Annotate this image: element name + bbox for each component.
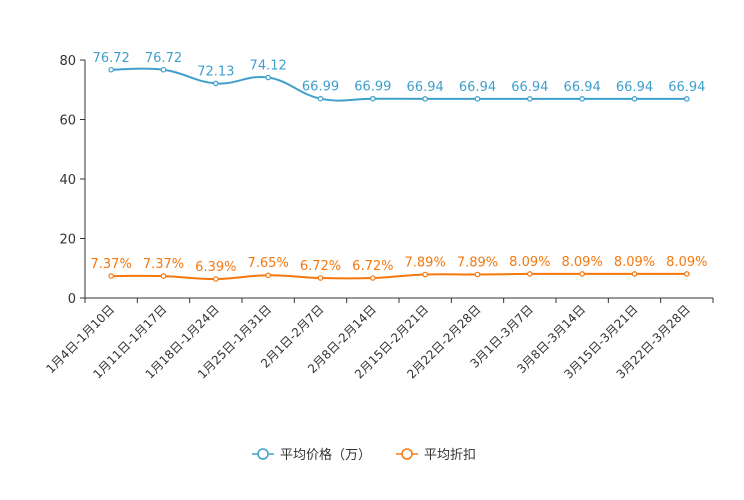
data-point-0 xyxy=(422,96,428,102)
data-point-1 xyxy=(160,273,167,279)
data-point-1 xyxy=(108,273,114,279)
y-tick-label: 20 xyxy=(59,233,76,248)
series-line-1 xyxy=(111,272,687,280)
data-label-0: 66.94 xyxy=(668,80,705,95)
legend-marker-1 xyxy=(401,448,413,460)
data-label-0: 74.12 xyxy=(250,58,287,73)
data-point-0 xyxy=(160,66,167,73)
data-label-0: 66.94 xyxy=(407,80,444,95)
data-point-0 xyxy=(108,66,114,73)
data-point-0 xyxy=(370,95,376,102)
data-point-0 xyxy=(684,96,690,102)
data-point-1 xyxy=(422,271,428,278)
data-label-0: 66.99 xyxy=(302,80,339,95)
y-tick-label: 80 xyxy=(59,54,76,69)
data-point-0 xyxy=(213,80,219,87)
legend-marker-0 xyxy=(257,448,269,460)
data-label-0: 66.94 xyxy=(459,80,496,95)
data-point-0 xyxy=(265,74,271,81)
y-tick-label: 40 xyxy=(59,173,76,188)
data-point-1 xyxy=(265,272,271,279)
data-point-1 xyxy=(317,275,324,281)
data-label-1: 8.09% xyxy=(509,255,550,270)
data-label-0: 72.13 xyxy=(197,64,234,79)
data-label-1: 7.89% xyxy=(457,256,498,271)
data-label-0: 66.94 xyxy=(511,80,548,95)
data-point-0 xyxy=(579,96,585,102)
data-label-0: 66.94 xyxy=(564,80,601,95)
data-point-1 xyxy=(370,275,376,281)
data-label-0: 76.72 xyxy=(93,51,130,66)
data-point-1 xyxy=(631,271,638,277)
data-point-1 xyxy=(474,271,481,278)
data-point-1 xyxy=(684,271,690,277)
data-label-1: 8.09% xyxy=(614,255,655,270)
data-label-1: 7.89% xyxy=(405,256,446,271)
series-line-0 xyxy=(111,67,687,102)
data-label-1: 8.09% xyxy=(666,255,707,270)
data-label-0: 66.99 xyxy=(354,80,391,95)
data-label-1: 6.72% xyxy=(300,259,341,274)
data-label-1: 6.72% xyxy=(352,259,393,274)
data-point-0 xyxy=(527,96,533,102)
data-point-0 xyxy=(631,96,638,102)
data-label-1: 7.37% xyxy=(91,257,132,272)
data-label-0: 76.72 xyxy=(145,51,182,66)
data-label-1: 7.37% xyxy=(143,257,184,272)
data-point-0 xyxy=(474,96,481,102)
legend-label-0: 平均价格（万） xyxy=(280,447,371,463)
data-point-0 xyxy=(317,95,324,102)
data-point-1 xyxy=(527,271,533,277)
data-label-1: 7.65% xyxy=(248,256,289,271)
data-point-1 xyxy=(213,276,219,282)
data-point-1 xyxy=(579,271,585,277)
data-label-0: 66.94 xyxy=(616,80,653,95)
y-tick-label: 0 xyxy=(68,292,76,307)
data-label-1: 6.39% xyxy=(195,260,236,275)
legend-label-1: 平均折扣 xyxy=(424,448,476,463)
data-label-1: 8.09% xyxy=(562,255,603,270)
y-tick-label: 60 xyxy=(59,114,76,129)
